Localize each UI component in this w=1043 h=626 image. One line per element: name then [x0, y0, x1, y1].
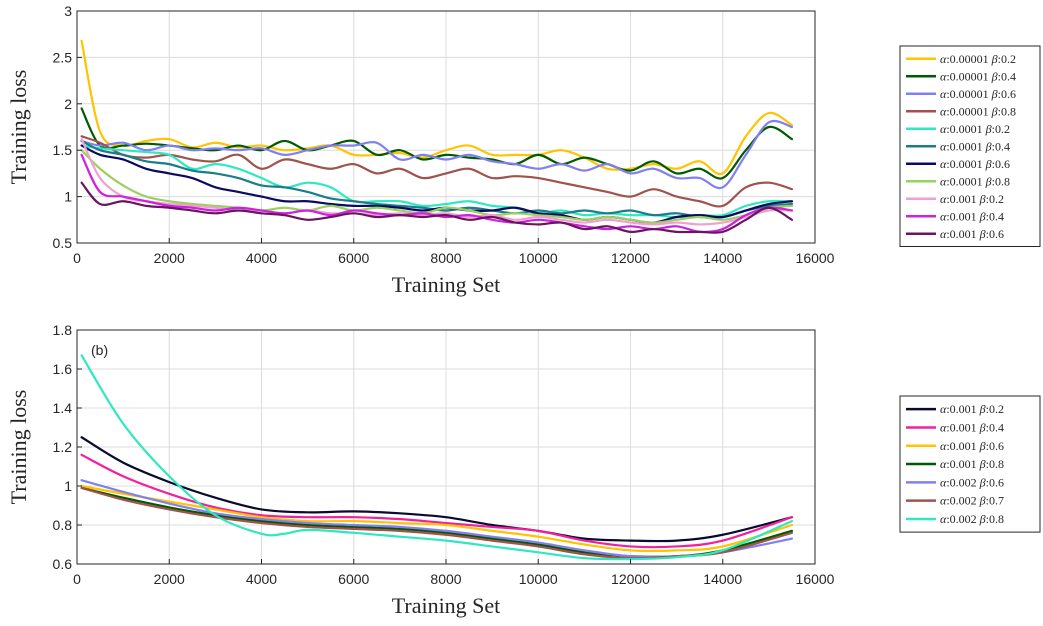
grid	[77, 11, 815, 243]
x-tick-label: 10000	[519, 571, 558, 587]
legend-item: α:0.0001 β:0.6	[906, 157, 1010, 171]
legend-item: α:0.001 β:0.4	[906, 420, 1004, 434]
tick-labels: 0 2000 4000 6000 8000 10000 12000 14000 16000 0.5…	[53, 3, 835, 266]
x-tick-label: 6000	[338, 250, 369, 266]
series-line-2	[80, 453, 794, 549]
x-tick-label: 12000	[611, 571, 650, 587]
legend-label: α:0.0001 β:0.6	[940, 157, 1010, 171]
x-tick-label: 6000	[338, 571, 369, 587]
y-tick-label: 1.6	[53, 361, 73, 377]
series-line-3	[80, 119, 794, 190]
y-tick-label: 1.8	[53, 322, 73, 338]
series-line-3	[80, 484, 794, 553]
legend-item: α:0.00001 β:0.4	[906, 69, 1016, 83]
legend-item: α:0.001 β:0.2	[906, 192, 1004, 206]
legend-label: α:0.001 β:0.6	[940, 439, 1004, 453]
legend-label: α:0.00001 β:0.6	[940, 87, 1016, 101]
y-tick-label: 1	[64, 189, 72, 205]
legend-item: α:0.0001 β:0.4	[906, 139, 1010, 153]
y-tick-label: 1.4	[53, 400, 73, 416]
legend: α:0.00001 β:0.2 α:0.00001 β:0.4 α:0.00001 …	[899, 45, 1041, 247]
series-line-8	[80, 149, 794, 224]
legend-item: α:0.002 β:0.7	[906, 494, 1004, 508]
y-tick-label: 0.8	[53, 517, 73, 533]
y-tick-label: 1	[64, 478, 72, 494]
series-line-4	[80, 135, 794, 208]
x-tick-label: 14000	[703, 250, 742, 266]
legend-item: α:0.001 β:0.2	[906, 402, 1004, 416]
y-tick-label: 0.5	[53, 235, 73, 251]
y-axis-label: Training loss	[6, 390, 31, 505]
legend-label: α:0.002 β:0.6	[940, 475, 1004, 489]
tick-labels: 0 2000 4000 6000 8000 10000 12000 14000 16000 0.6…	[53, 322, 835, 587]
series-lines	[80, 39, 794, 234]
y-tick-label: 1.5	[53, 142, 73, 158]
x-tick-label: 0	[73, 571, 81, 587]
legend-item: α:0.001 β:0.4	[906, 209, 1004, 223]
x-tick-label: 8000	[430, 250, 461, 266]
legend-label: α:0.002 β:0.7	[940, 494, 1004, 508]
series-line-1	[80, 436, 794, 543]
legend-label: α:0.001 β:0.8	[940, 457, 1004, 471]
series-lines	[80, 354, 794, 561]
legend-label: α:0.00001 β:0.2	[940, 52, 1016, 66]
x-tick-label: 12000	[611, 250, 650, 266]
y-tick-label: 0.6	[53, 556, 73, 572]
legend-item: α:0.0001 β:0.8	[906, 174, 1010, 188]
legend-label: α:0.00001 β:0.4	[940, 69, 1016, 83]
legend: α:0.001 β:0.2 α:0.001 β:0.4 α:0.001 β:0.6 α…	[899, 395, 1041, 533]
chart-panel-a: 0 2000 4000 6000 8000 10000 12000 14000 16000 0.5…	[6, 3, 1041, 297]
y-axis-label: Training loss	[6, 70, 31, 185]
x-tick-label: 8000	[430, 571, 461, 587]
x-tick-label: 0	[73, 250, 81, 266]
legend-label: α:0.0001 β:0.2	[940, 122, 1010, 136]
legend-item: α:0.001 β:0.6	[906, 439, 1004, 453]
grid	[77, 330, 815, 564]
legend-label: α:0.0001 β:0.8	[940, 174, 1010, 188]
series-line-11	[80, 181, 794, 234]
y-tick-label: 2	[64, 96, 72, 112]
x-tick-label: 16000	[796, 250, 835, 266]
x-tick-label: 2000	[154, 250, 185, 266]
x-tick-label: 2000	[154, 571, 185, 587]
panel-annotation: (b)	[91, 342, 108, 358]
y-tick-label: 3	[64, 3, 72, 19]
legend-item: α:0.002 β:0.8	[906, 512, 1004, 526]
legend-label: α:0.001 β:0.2	[940, 192, 1004, 206]
x-tick-label: 4000	[246, 250, 277, 266]
legend-label: α:0.00001 β:0.8	[940, 104, 1016, 118]
legend-item: α:0.001 β:0.8	[906, 457, 1004, 471]
legend-label: α:0.0001 β:0.4	[940, 139, 1010, 153]
legend-label: α:0.001 β:0.4	[940, 420, 1004, 434]
chart-panel-b: 0 2000 4000 6000 8000 10000 12000 14000 16000 0.6…	[6, 322, 1041, 618]
y-tick-label: 1.2	[53, 439, 73, 455]
legend-item: α:0.0001 β:0.2	[906, 122, 1010, 136]
legend-label: α:0.001 β:0.4	[940, 209, 1004, 223]
x-tick-label: 14000	[703, 571, 742, 587]
legend-item: α:0.00001 β:0.6	[906, 87, 1016, 101]
x-axis-label: Training Set	[392, 272, 501, 297]
legend-label: α:0.001 β:0.2	[940, 402, 1004, 416]
legend-item: α:0.00001 β:0.2	[906, 52, 1016, 66]
legend-item: α:0.00001 β:0.8	[906, 104, 1016, 118]
y-tick-label: 2.5	[53, 49, 73, 65]
x-tick-label: 16000	[796, 571, 835, 587]
x-tick-label: 10000	[519, 250, 558, 266]
x-axis-label: Training Set	[392, 593, 501, 618]
legend-item: α:0.002 β:0.6	[906, 475, 1004, 489]
x-tick-label: 4000	[246, 571, 277, 587]
legend-item: α:0.001 β:0.6	[906, 227, 1004, 241]
series-line-7	[80, 144, 794, 224]
legend-label: α:0.002 β:0.8	[940, 512, 1004, 526]
series-line-7	[80, 354, 794, 561]
legend-label: α:0.001 β:0.6	[940, 227, 1004, 241]
